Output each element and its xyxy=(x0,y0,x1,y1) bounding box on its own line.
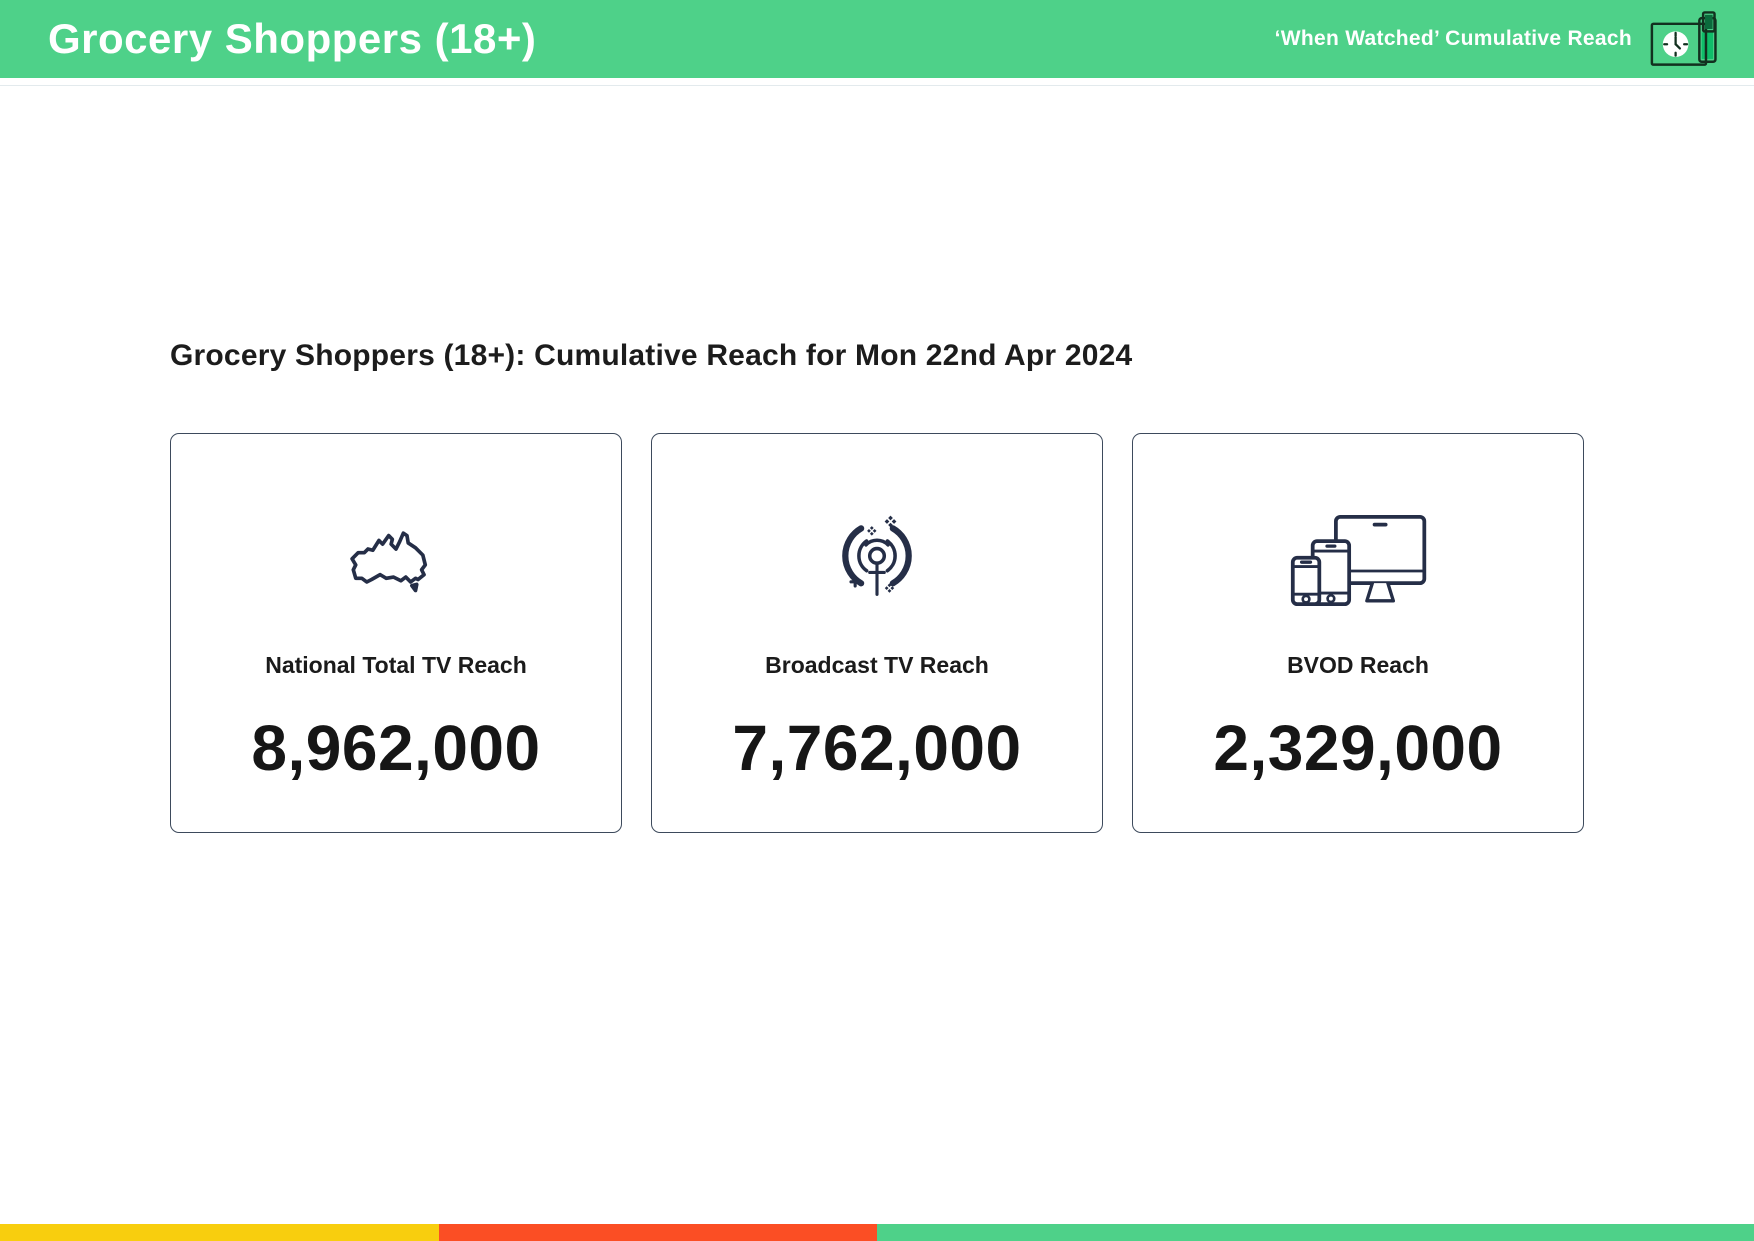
app-header: Grocery Shoppers (18+) ‘When Watched’ Cu… xyxy=(0,0,1754,78)
report-heading: Grocery Shoppers (18+): Cumulative Reach… xyxy=(170,339,1133,372)
page-title: Grocery Shoppers (18+) xyxy=(48,15,537,62)
kpi-cards-row: National Total TV Reach 8,962,000 xyxy=(170,433,1584,833)
stripe-segment-green xyxy=(877,1224,1754,1241)
australia-map-icon xyxy=(335,480,457,640)
kpi-card-national-total-tv: National Total TV Reach 8,962,000 xyxy=(170,433,622,833)
kpi-label: National Total TV Reach xyxy=(265,652,527,678)
kpi-card-bvod: BVOD Reach 2,329,000 xyxy=(1132,433,1584,833)
tv-clock-phone-icon xyxy=(1650,8,1724,70)
header-right-group: ‘When Watched’ Cumulative Reach xyxy=(1275,8,1724,70)
stripe-segment-red xyxy=(438,1224,877,1241)
kpi-label: BVOD Reach xyxy=(1287,652,1429,678)
kpi-value: 7,762,000 xyxy=(732,712,1022,784)
kpi-card-broadcast-tv: Broadcast TV Reach 7,762,000 xyxy=(651,433,1103,833)
kpi-label: Broadcast TV Reach xyxy=(765,652,989,678)
report-mode-label: ‘When Watched’ Cumulative Reach xyxy=(1274,27,1632,50)
broadcast-tower-icon xyxy=(825,480,929,640)
report-body: Grocery Shoppers (18+): Cumulative Reach… xyxy=(0,339,1754,833)
header-divider xyxy=(0,78,1754,86)
footer-color-stripe xyxy=(0,1224,1754,1241)
devices-icon xyxy=(1285,480,1431,640)
kpi-value: 2,329,000 xyxy=(1213,712,1503,784)
kpi-value: 8,962,000 xyxy=(251,712,541,784)
stripe-segment-yellow xyxy=(0,1224,439,1241)
